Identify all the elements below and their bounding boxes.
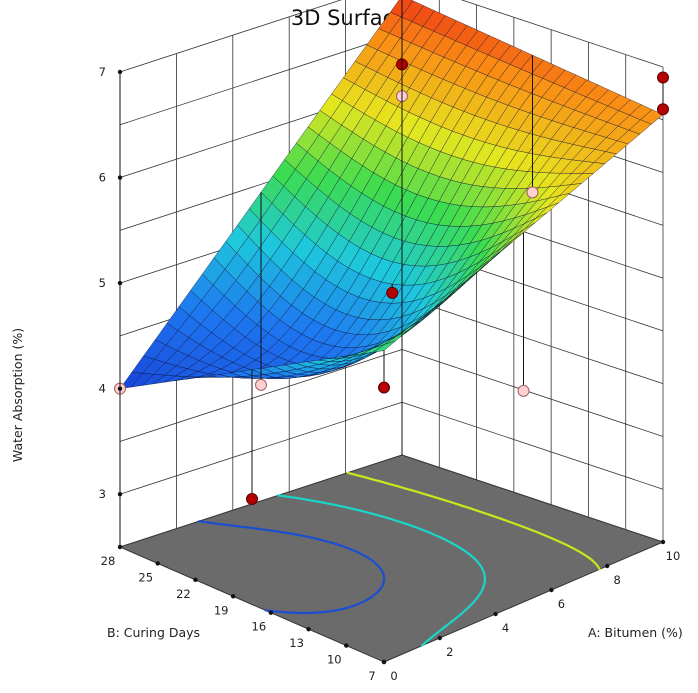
design-point: [517, 384, 530, 397]
axes: 3 4 5 6 7 0 2 4 6 8 10 7 10 13 16 19 22 25 28: [99, 0, 681, 683]
x-tick-label: 10: [666, 549, 681, 563]
z-axis-label: Water Absorption (%): [10, 328, 25, 462]
design-point: [386, 286, 399, 299]
floor-plane: [118, 454, 665, 663]
y-tick-label: 22: [176, 587, 191, 601]
x-axis-label: A: Bitumen (%): [588, 625, 683, 640]
y-tick-mark: [344, 643, 349, 648]
y-tick-mark: [306, 626, 311, 632]
wall-grid-line: [401, 349, 664, 437]
wall-grid-line: [460, 0, 664, 68]
floor-contour-line: [277, 494, 486, 647]
x-tick-mark: [549, 587, 554, 593]
y-tick-mark: [268, 610, 274, 615]
z-tick-label: 6: [99, 171, 106, 185]
wall-grid-line: [119, 349, 403, 442]
z-tick-mark: [117, 69, 123, 75]
y-tick-label: 19: [214, 603, 229, 617]
z-tick-mark: [117, 280, 123, 286]
y-tick-mark: [381, 659, 387, 665]
wall-grid-line: [119, 0, 342, 73]
z-tick-label: 5: [99, 276, 106, 290]
x-tick-mark: [605, 563, 610, 569]
design-point: [246, 492, 258, 505]
y-tick-label: 25: [138, 570, 153, 584]
wall-grid-line: [401, 296, 664, 385]
x-tick-mark: [493, 611, 498, 617]
floor-contour-line: [198, 520, 386, 615]
y-tick-mark: [155, 561, 160, 566]
floor-contour-plane: [118, 454, 665, 663]
z-tick-mark: [117, 175, 123, 180]
y-tick-label: 10: [327, 653, 342, 667]
z-tick-label: 4: [99, 382, 106, 396]
design-point: [657, 103, 669, 116]
z-tick-label: 3: [99, 487, 106, 501]
z-tick-label: 7: [99, 65, 106, 79]
y-tick-mark: [193, 577, 198, 583]
design-point: [526, 186, 539, 199]
y-tick-label: 28: [101, 554, 116, 568]
wall-grid-line: [401, 401, 664, 490]
floor-contour-line: [346, 471, 601, 571]
z-tick-mark: [117, 386, 123, 391]
y-tick-label: 16: [252, 620, 267, 634]
wall-grid-line: [119, 32, 403, 126]
x-tick-label: 2: [446, 645, 453, 659]
wall-grid-line: [119, 401, 403, 495]
x-tick-label: 6: [558, 597, 565, 611]
y-tick-label: 13: [289, 636, 304, 650]
x-tick-label: 0: [390, 669, 397, 683]
x-tick-mark: [660, 539, 666, 545]
z-tick-mark: [117, 492, 123, 497]
design-point: [378, 381, 390, 394]
y-tick-label: 7: [368, 669, 375, 683]
y-tick-mark: [230, 594, 236, 599]
x-tick-mark: [437, 635, 442, 641]
design-point: [255, 378, 267, 391]
x-tick-label: 4: [502, 621, 509, 635]
response-surface: [119, 0, 664, 389]
surface-cell: [372, 340, 396, 353]
design-point: [657, 71, 669, 84]
y-tick-mark: [117, 544, 123, 550]
x-tick-label: 8: [614, 573, 621, 587]
y-axis-label: B: Curing Days: [107, 625, 200, 640]
